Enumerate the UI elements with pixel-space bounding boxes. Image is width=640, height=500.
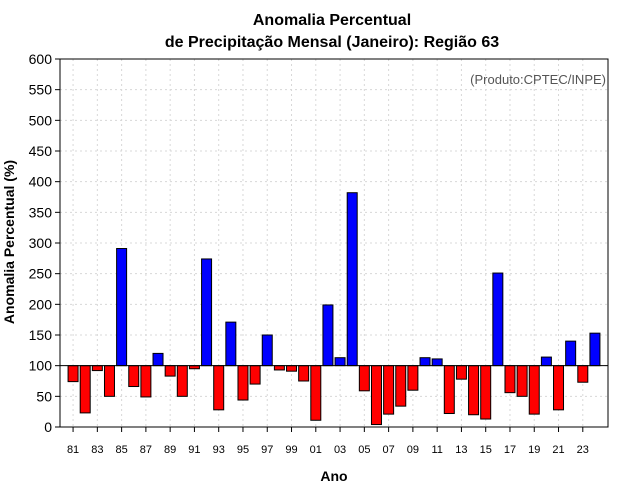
bar-89 <box>164 365 176 377</box>
bar-87 <box>140 365 152 398</box>
x-tick-label: 07 <box>382 444 394 456</box>
bar-02 <box>322 304 334 367</box>
bar-18 <box>516 365 528 397</box>
x-tick-label: 13 <box>455 444 467 456</box>
source-annotation: (Produto:CPTEC/INPE) <box>470 72 606 87</box>
y-tick-label: 0 <box>44 419 52 435</box>
x-tick-label: 89 <box>164 444 176 456</box>
y-tick-label: 500 <box>29 112 53 128</box>
bar-97 <box>261 334 273 367</box>
chart-subtitle: de Precipitação Mensal (Janeiro): Região… <box>165 34 499 51</box>
bars <box>67 192 601 426</box>
bar-19 <box>528 365 540 415</box>
bar-24 <box>589 332 601 367</box>
bar-15 <box>480 365 492 420</box>
bar-05 <box>358 365 370 392</box>
bar-01 <box>310 365 322 421</box>
y-axis-ticks: 0 50 100 150 200 250 300 350 400 450 500 550 600 <box>29 51 60 435</box>
bar-95 <box>237 365 249 401</box>
bar-86 <box>128 365 140 388</box>
y-tick-label: 600 <box>29 51 53 67</box>
bar-07 <box>383 365 395 415</box>
chart-title: Anomalia Percentual <box>253 12 411 29</box>
x-tick-label: 23 <box>577 444 589 456</box>
bar-90 <box>176 365 188 397</box>
bar-93 <box>213 365 225 411</box>
y-tick-label: 200 <box>29 296 53 312</box>
y-tick-label: 450 <box>29 143 53 159</box>
bar-04 <box>346 192 358 367</box>
bar-03 <box>334 357 346 367</box>
x-tick-label: 19 <box>528 444 540 456</box>
y-tick-label: 50 <box>36 388 52 404</box>
bar-94 <box>225 321 237 367</box>
bar-82 <box>79 365 91 414</box>
bar-22 <box>565 340 577 367</box>
bar-81 <box>67 365 79 383</box>
x-tick-label: 15 <box>480 444 492 456</box>
bar-88 <box>152 352 164 367</box>
bar-09 <box>407 365 419 391</box>
y-tick-label: 100 <box>29 358 53 374</box>
x-tick-label: 85 <box>115 444 127 456</box>
bar-21 <box>553 365 565 411</box>
y-tick-label: 350 <box>29 204 53 220</box>
bar-17 <box>504 365 516 394</box>
bar-98 <box>273 365 285 371</box>
y-tick-label: 150 <box>29 327 53 343</box>
x-tick-label: 87 <box>140 444 152 456</box>
bar-13 <box>455 365 467 380</box>
x-tick-label: 05 <box>358 444 370 456</box>
x-axis-ticks: 81 83 85 87 89 91 93 95 97 99 01 03 05 07 09 11 13 15 17 19… <box>67 427 589 456</box>
x-tick-label: 83 <box>91 444 103 456</box>
bar-12 <box>443 365 455 415</box>
bar-11 <box>431 358 443 367</box>
bar-92 <box>201 258 213 367</box>
x-tick-label: 21 <box>552 444 564 456</box>
y-tick-label: 400 <box>29 174 53 190</box>
y-tick-label: 250 <box>29 266 53 282</box>
bar-99 <box>286 365 298 372</box>
x-tick-label: 95 <box>237 444 249 456</box>
x-tick-label: 99 <box>285 444 297 456</box>
x-tick-label: 09 <box>407 444 419 456</box>
bar-10 <box>419 357 431 367</box>
x-axis-label: Ano <box>320 468 347 484</box>
bar-20 <box>540 356 552 367</box>
bar-00 <box>298 365 310 382</box>
bar-06 <box>370 365 382 426</box>
x-tick-label: 97 <box>261 444 273 456</box>
bar-14 <box>468 365 480 416</box>
x-tick-label: 91 <box>188 444 200 456</box>
x-tick-label: 93 <box>213 444 225 456</box>
y-axis-label: Anomalia Percentual (%) <box>1 160 17 324</box>
bar-84 <box>103 365 115 397</box>
x-tick-label: 11 <box>431 444 442 456</box>
bar-16 <box>492 272 504 367</box>
x-tick-label: 03 <box>334 444 346 456</box>
bar-08 <box>395 365 407 407</box>
bar-96 <box>249 365 261 385</box>
x-tick-label: 17 <box>504 444 516 456</box>
y-tick-label: 300 <box>29 235 53 251</box>
x-tick-label: 81 <box>67 444 79 456</box>
bar-85 <box>116 248 128 367</box>
bar-83 <box>91 365 103 372</box>
bar-23 <box>577 365 589 383</box>
x-tick-label: 01 <box>310 444 322 456</box>
y-tick-label: 550 <box>29 82 53 98</box>
